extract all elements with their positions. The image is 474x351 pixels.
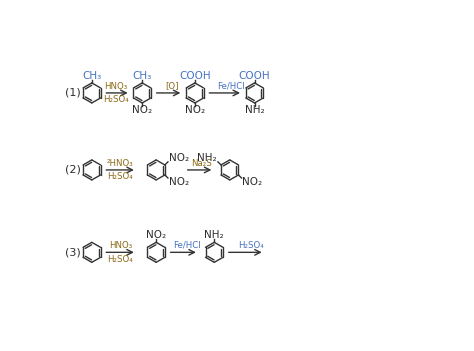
Text: NO₂: NO₂: [132, 105, 152, 115]
Text: COOH: COOH: [239, 71, 270, 81]
Text: H₂SO₄: H₂SO₄: [238, 241, 264, 250]
Text: H₂SO₄: H₂SO₄: [103, 95, 129, 104]
Text: Fe/HCl: Fe/HCl: [218, 81, 245, 91]
Text: HNO₃: HNO₃: [109, 241, 132, 250]
Text: NO₂: NO₂: [169, 177, 189, 187]
Text: (2): (2): [65, 165, 82, 175]
Text: H₂SO₄: H₂SO₄: [108, 255, 133, 264]
Text: (3): (3): [65, 247, 81, 257]
Text: [O]: [O]: [165, 81, 178, 91]
Text: H₂SO₄: H₂SO₄: [108, 172, 133, 181]
Text: NO₂: NO₂: [146, 230, 166, 240]
Text: COOH: COOH: [179, 71, 210, 81]
Text: CH₃: CH₃: [133, 71, 152, 81]
Text: NH₂: NH₂: [197, 153, 217, 163]
Text: NH₂: NH₂: [204, 230, 224, 240]
Text: (1): (1): [65, 88, 81, 98]
Text: CH₃: CH₃: [82, 71, 101, 81]
Text: Na₂S: Na₂S: [191, 159, 212, 167]
Text: ²HNO₃: ²HNO₃: [107, 159, 134, 167]
Text: NO₂: NO₂: [169, 153, 189, 163]
Text: NO₂: NO₂: [185, 105, 205, 115]
Text: NO₂: NO₂: [242, 177, 263, 187]
Text: Fe/HCl: Fe/HCl: [173, 241, 201, 250]
Text: NH₂: NH₂: [245, 105, 264, 115]
Text: HNO₃: HNO₃: [104, 81, 128, 91]
